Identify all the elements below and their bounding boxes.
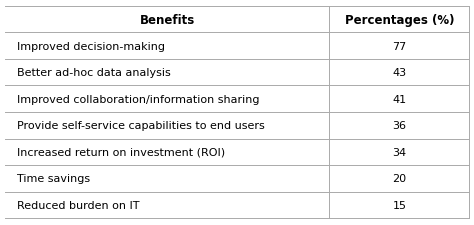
Text: 15: 15 (392, 200, 406, 210)
Text: Better ad-hoc data analysis: Better ad-hoc data analysis (17, 68, 170, 78)
Text: 36: 36 (392, 121, 406, 131)
Text: Provide self-service capabilities to end users: Provide self-service capabilities to end… (17, 121, 264, 131)
Text: Percentages (%): Percentages (%) (345, 14, 454, 27)
Text: Improved decision-making: Improved decision-making (17, 41, 164, 51)
Text: Improved collaboration/information sharing: Improved collaboration/information shari… (17, 94, 259, 104)
Text: Increased return on investment (ROI): Increased return on investment (ROI) (17, 147, 225, 157)
Text: Benefits: Benefits (139, 14, 195, 27)
Text: 77: 77 (392, 41, 407, 51)
Text: Time savings: Time savings (17, 174, 90, 184)
Text: 43: 43 (392, 68, 406, 78)
Text: 34: 34 (392, 147, 406, 157)
Text: 41: 41 (392, 94, 406, 104)
Text: 20: 20 (392, 174, 406, 184)
Text: Reduced burden on IT: Reduced burden on IT (17, 200, 139, 210)
